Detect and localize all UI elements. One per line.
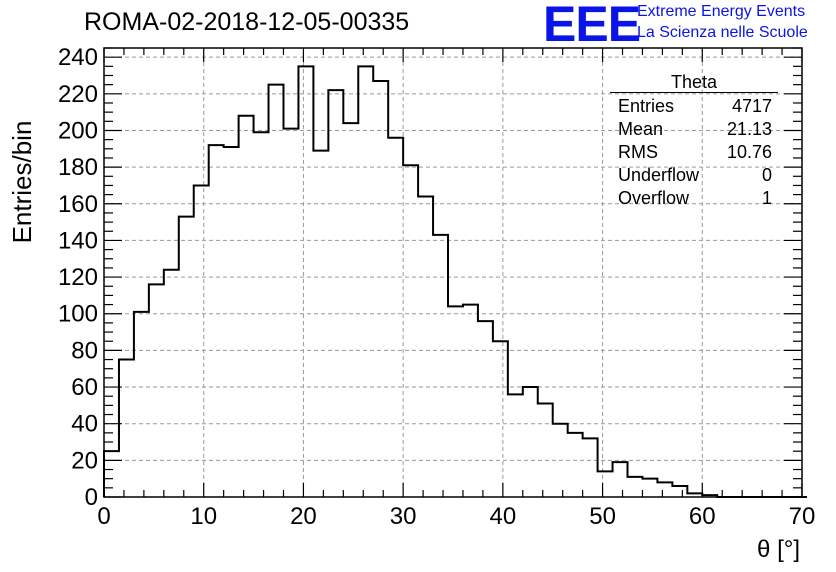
stats-divider [610,92,778,93]
y-tick-label: 0 [85,484,98,511]
chart-title: ROMA-02-2018-12-05-00335 [84,8,410,36]
y-tick-label: 60 [71,374,98,401]
y-tick-label: 140 [58,227,98,254]
logo-line-1: Extreme Energy Events [637,3,806,20]
y-tick-label: 40 [71,411,98,438]
y-tick-label: 220 [58,81,98,108]
y-tick-label: 200 [58,117,98,144]
stats-value: 0 [761,165,772,185]
y-tick-label: 240 [58,44,98,71]
stats-row-underflow: Underflow 0 [610,164,778,187]
x-tick-labels: 0 10 20 30 40 50 60 70 [97,503,815,530]
y-tick-label: 100 [58,301,98,328]
x-tick-label: 40 [490,503,517,530]
stats-value: 4717 [731,96,772,116]
stats-label: Mean [618,119,664,139]
y-axis-label: Entries/bin [7,121,37,244]
eee-logo: EEE [543,0,641,52]
axis-ticks [103,47,803,498]
grid-lines [104,48,802,497]
stats-value: 21.13 [726,119,772,139]
x-tick-label: 20 [290,503,317,530]
x-tick-label: 0 [97,503,110,530]
y-tick-labels: 0 20 40 60 80 100 120 140 160 180 200 220 240 [58,44,98,511]
stats-row-entries: Entries 4717 [610,95,778,118]
y-tick-label: 80 [71,337,98,364]
stats-title: Theta [670,72,718,92]
stats-label: RMS [618,142,658,162]
x-tick-label: 10 [190,503,217,530]
y-tick-label: 160 [58,191,98,218]
histogram-series [103,65,807,498]
stats-value: 1 [761,188,772,208]
x-tick-label: 70 [789,503,816,530]
plot-frame [103,47,803,498]
stats-label: Entries [618,96,675,116]
x-tick-label: 50 [589,503,616,530]
stats-value: 10.76 [726,142,772,162]
stats-box: Theta Entries 4717 Mean 21.13 RMS 10.76 … [610,72,778,210]
x-tick-label: 60 [689,503,716,530]
stats-row-overflow: Overflow 1 [610,187,778,210]
logo-line-2: La Scienza nelle Scuole [637,24,808,41]
stats-label: Overflow [618,188,690,208]
y-tick-label: 20 [71,447,98,474]
y-tick-label: 120 [58,264,98,291]
stats-row-mean: Mean 21.13 [610,118,778,141]
x-tick-label: 30 [390,503,417,530]
stats-label: Underflow [618,165,700,185]
x-axis-label: θ [°] [757,536,800,563]
stats-row-rms: RMS 10.76 [610,141,778,164]
y-tick-label: 180 [58,154,98,181]
